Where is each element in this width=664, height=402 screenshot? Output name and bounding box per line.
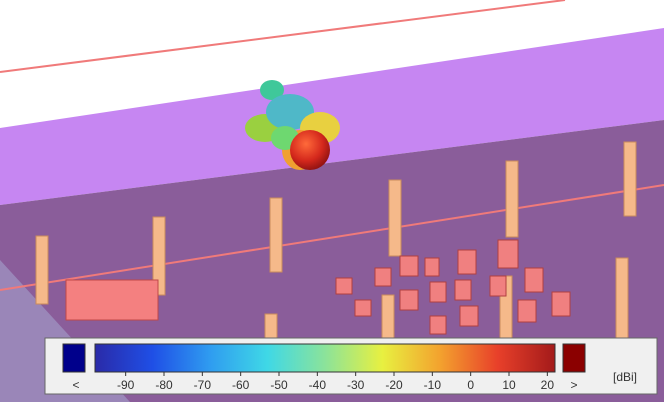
- tick-label: -90: [117, 378, 135, 392]
- edge-line: [0, 184, 664, 291]
- tick-label: -40: [309, 378, 327, 392]
- floor-plane: [0, 120, 664, 402]
- tick-label: -20: [385, 378, 403, 392]
- tick-label: -10: [424, 378, 442, 392]
- tick-label: 10: [502, 378, 516, 392]
- components: [335, 239, 571, 335]
- over-swatch: [562, 343, 586, 373]
- tick-label: -70: [194, 378, 212, 392]
- tick-label: -30: [347, 378, 365, 392]
- unit-label: [dBi]: [613, 370, 637, 384]
- under-swatch: [62, 343, 86, 373]
- tick-label: -60: [232, 378, 250, 392]
- equipment-box: [65, 279, 159, 321]
- over-label: >: [570, 378, 577, 392]
- under-label: <: [72, 378, 79, 392]
- radiation-pattern: [245, 80, 340, 170]
- colorbar-panel: < > [dBi] -90 -80 -70 -60 -50 -40 -30 -20 -10 0 10…: [44, 337, 658, 395]
- colorbar: [94, 343, 556, 373]
- tick-label: 20: [541, 378, 555, 392]
- tick-label: 0: [467, 378, 474, 392]
- tick-label: -50: [270, 378, 288, 392]
- edge-line: [0, 0, 566, 73]
- tick-label: -80: [155, 378, 173, 392]
